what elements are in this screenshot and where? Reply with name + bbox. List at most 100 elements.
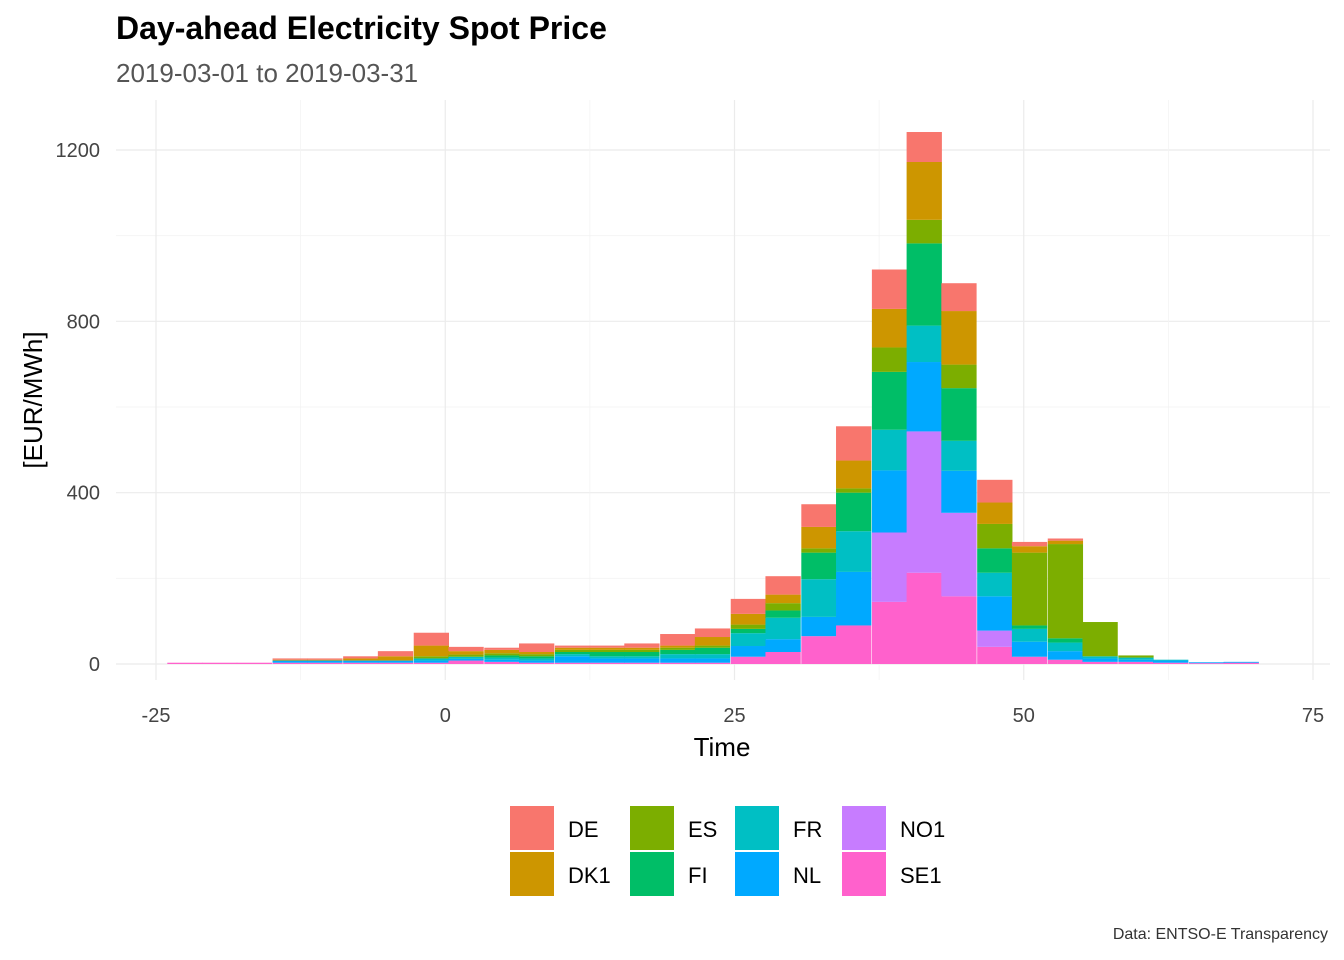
legend-key-nl (735, 852, 779, 896)
bar-segment-fr (871, 429, 908, 471)
bar-segment-se1 (519, 662, 555, 664)
bar-segment-se1 (694, 662, 731, 664)
bar-segment-nl (1082, 658, 1118, 662)
legend-label-de: DE (568, 817, 599, 842)
bar-segment-fr (660, 654, 696, 659)
bar-segment-nl (448, 658, 484, 661)
bar-segment-dk1 (871, 308, 908, 348)
y-tick-label: 400 (67, 483, 100, 505)
bar-segment-es (977, 523, 1013, 549)
bar-segment-dk1 (343, 658, 379, 661)
bar-segment-se1 (448, 660, 484, 664)
bar-segment-se1 (272, 662, 308, 664)
bar-segment-dk1 (765, 594, 801, 604)
bar-segment-fi (941, 388, 977, 441)
bar-segment-de (448, 646, 484, 652)
bar-segment-fr (941, 440, 977, 471)
bar-segment-de (272, 658, 308, 660)
bar-segment-nl (377, 660, 414, 663)
bar-segment-fr (801, 579, 837, 617)
bar-segment-es (624, 649, 660, 653)
legend-key-no1 (842, 806, 886, 850)
bar-segment-de (977, 479, 1013, 503)
bar-segment-dk1 (1011, 546, 1048, 553)
legend-label-fi: FI (688, 863, 708, 888)
bar-segment-fr (1118, 657, 1154, 660)
bar-segment-es (484, 653, 520, 656)
bar-segment-fr (554, 654, 591, 657)
bar-segment-nl (941, 470, 977, 513)
y-tick-label: 0 (89, 654, 100, 676)
bar-segment-se1 (1011, 656, 1048, 664)
bar-segment-nl (765, 639, 801, 653)
bar-segment-se1 (484, 661, 520, 664)
bar-segment-fi (1047, 638, 1084, 643)
bar-segment-dk1 (730, 613, 767, 625)
bar-segment-nl (1223, 661, 1259, 663)
bar-segment-fr (1153, 659, 1189, 661)
bar-segment-no1 (941, 512, 977, 597)
bar-segment-se1 (801, 636, 837, 664)
bar-segment-nl (1011, 641, 1048, 657)
bar-segment-fi (906, 243, 942, 326)
bar-segment-fr (765, 617, 801, 640)
x-tick-label: -25 (142, 705, 171, 727)
legend-label-dk1: DK1 (568, 863, 611, 888)
bar-segment-fi (624, 652, 660, 657)
legend-key-fi (630, 852, 674, 896)
bar-segment-nl (871, 470, 908, 533)
x-tick-label: 25 (723, 705, 745, 727)
bar-segment-fr (519, 658, 555, 661)
bar-segment-fi (589, 652, 625, 657)
legend-key-es (630, 806, 674, 850)
chart-caption: Data: ENTSO-E Transparency (1112, 926, 1328, 943)
bar-segment-fi (765, 610, 801, 618)
bar-segment-se1 (977, 646, 1013, 664)
bar-segment-se1 (871, 601, 908, 664)
legend-label-nl: NL (793, 863, 821, 888)
bar-segment-de (589, 645, 625, 648)
bar-segment-fi (836, 492, 872, 532)
bar-segment-nl (272, 660, 308, 663)
bar-segment-nl (307, 660, 343, 663)
y-tick-label: 800 (67, 311, 100, 333)
bar-segment-se1 (377, 662, 414, 664)
bar-segment-es (871, 347, 908, 372)
chart-title: Day-ahead Electricity Spot Price (116, 10, 607, 46)
bar-segment-se1 (589, 662, 625, 664)
bar-segment-se1 (413, 662, 450, 664)
bar-segment-nl (343, 660, 379, 663)
bar-segment-nl (1153, 660, 1189, 663)
legend-label-no1: NO1 (900, 817, 945, 842)
bar-segment-se1 (236, 662, 272, 664)
bar-segment-fi (1011, 625, 1048, 629)
x-axis-title: Time (694, 732, 751, 762)
bar-segment-se1 (1047, 659, 1084, 664)
legend: DE DK1 ES FI FR NL NO1 SE1 (510, 806, 945, 896)
axis-labels: 0 400 800 1200 -25 0 25 50 75 (56, 140, 1325, 727)
bar-segment-fi (871, 371, 908, 430)
bar-segment-nl (589, 658, 625, 663)
bar-segment-es (694, 645, 731, 648)
bar-segment-fr (730, 633, 767, 647)
bar-segment-fi (730, 628, 767, 634)
bar-segment-dk1 (272, 659, 308, 661)
bar-segment-se1 (343, 662, 379, 664)
y-axis-title: [EUR/MWh] (18, 331, 48, 468)
legend-label-es: ES (688, 817, 717, 842)
bar-segment-de (836, 426, 872, 461)
bar-segment-de (554, 645, 591, 648)
bar-segment-fr (1082, 656, 1118, 659)
bar-segment-se1 (1118, 661, 1154, 664)
bar-segment-es (941, 364, 977, 389)
bar-segment-es (730, 624, 767, 629)
legend-key-de (510, 806, 554, 850)
bar-segment-fi (977, 548, 1013, 573)
bar-segment-nl (484, 659, 520, 662)
bar-segment-fr (1011, 628, 1048, 642)
bar-segment-nl (1188, 662, 1225, 664)
bar-segment-se1 (1082, 661, 1118, 664)
bar-segment-de (660, 634, 696, 646)
bar-segment-dk1 (377, 656, 414, 661)
bar-segment-fr (836, 531, 872, 572)
